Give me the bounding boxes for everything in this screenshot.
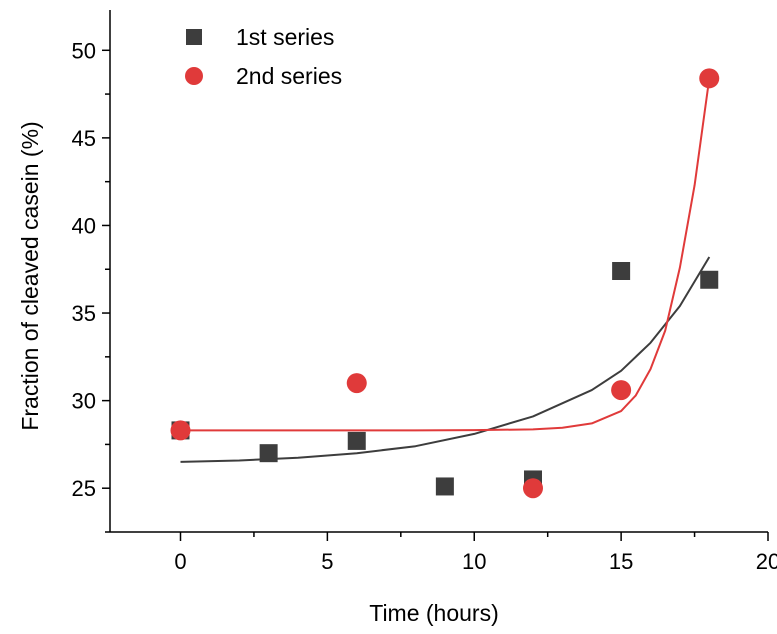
point-1st-series [700, 270, 719, 289]
y-tick-label: 45 [72, 126, 96, 151]
x-tick-label: 15 [609, 549, 633, 574]
legend-marker-1st-series [186, 29, 202, 45]
legend: 1st series 2nd series [185, 24, 342, 89]
legend-label-2nd-series: 2nd series [236, 63, 342, 89]
point-1st-series [347, 431, 366, 450]
point-2nd-series [170, 420, 191, 441]
point-2nd-series [346, 373, 367, 394]
fit-curves [180, 78, 711, 463]
data-points [170, 68, 720, 499]
fit-curve-1st-series [180, 256, 711, 463]
point-1st-series [259, 444, 278, 463]
legend-marker-2nd-series [185, 67, 203, 85]
x-ticks: 0 5 10 15 20 [174, 532, 777, 574]
y-tick-label: 35 [72, 301, 96, 326]
point-2nd-series [611, 380, 632, 401]
x-tick-label: 10 [462, 549, 486, 574]
point-1st-series [435, 477, 454, 496]
y-tick-label: 30 [72, 389, 96, 414]
x-tick-label: 5 [321, 549, 333, 574]
fit-curve-2nd-series [180, 78, 711, 432]
y-ticks: 25 30 35 40 45 50 [72, 38, 110, 533]
y-tick-label: 25 [72, 476, 96, 501]
legend-label-1st-series: 1st series [236, 24, 334, 50]
y-axis-title: Fraction of cleaved casein (%) [17, 121, 43, 430]
axes [109, 10, 768, 533]
point-2nd-series [523, 478, 543, 499]
y-tick-label: 50 [72, 38, 96, 63]
x-tick-label: 20 [756, 549, 777, 574]
point-2nd-series [699, 68, 720, 89]
point-1st-series [612, 262, 631, 280]
x-tick-label: 0 [174, 549, 186, 574]
x-axis-title: Time (hours) [369, 600, 499, 626]
y-tick-label: 40 [72, 213, 96, 238]
